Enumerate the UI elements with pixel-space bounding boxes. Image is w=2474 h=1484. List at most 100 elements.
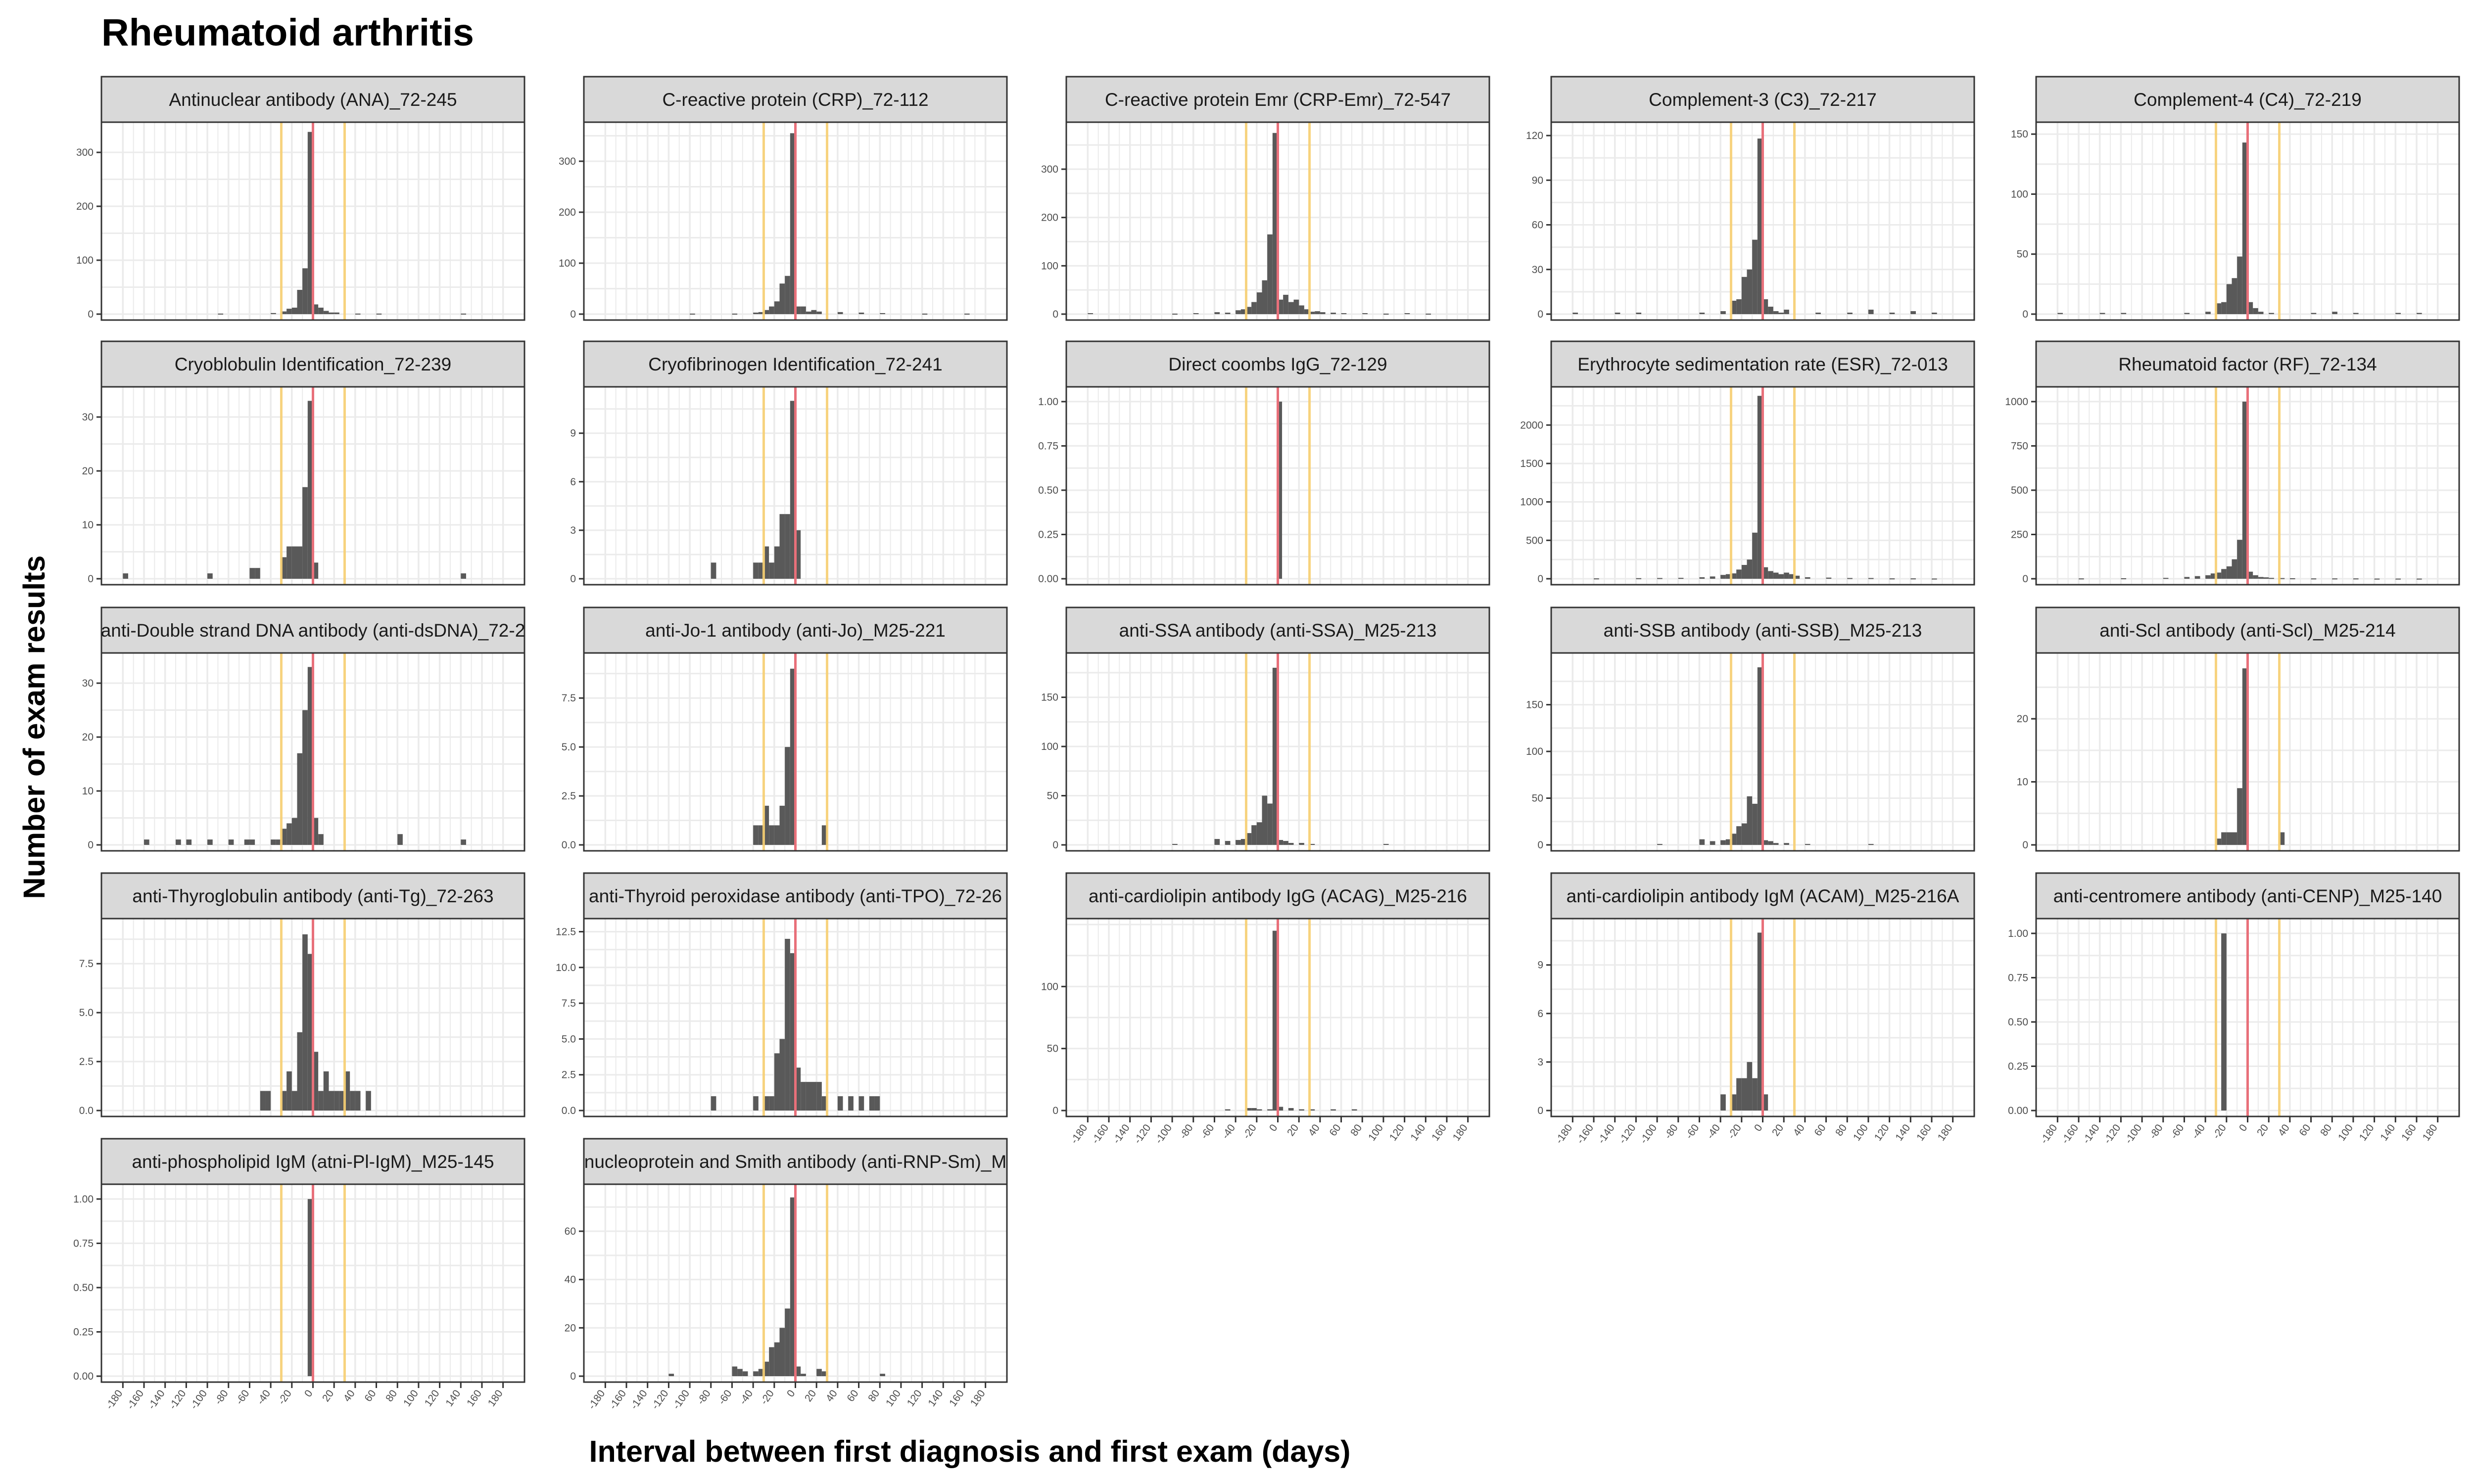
bar [1283, 294, 1288, 314]
x-tick-label: 40 [1306, 1122, 1322, 1138]
bar [790, 1197, 796, 1376]
y-tick-label: 6 [570, 476, 576, 488]
panel-border [2035, 386, 2460, 586]
y-tick-label: 12.5 [556, 926, 576, 937]
y-tick-label: 250 [2011, 529, 2028, 540]
facet-strip-label: Antinuclear antibody (ANA)_72-245 [169, 90, 457, 110]
x-tick-label: 40 [1791, 1122, 1807, 1138]
bar [1736, 1078, 1742, 1111]
bar [1256, 822, 1262, 845]
y-tick-label: 0 [1052, 1105, 1058, 1116]
x-tick-label: -20 [2211, 1122, 2229, 1141]
bar [318, 1091, 324, 1111]
bar [276, 839, 282, 845]
facet-panel: nucleoprotein and Smith antibody (anti-R… [565, 1138, 1008, 1412]
y-tick-label: 0.50 [1038, 485, 1058, 496]
y-tick-label: 100 [1041, 981, 1058, 992]
y-tick-label: 30 [82, 412, 94, 423]
bar [1910, 578, 1916, 580]
x-tick-label: 0 [1267, 1122, 1280, 1134]
bar [1736, 299, 1742, 314]
y-axis: 0 10 20 30 [82, 678, 101, 851]
bar [769, 825, 774, 845]
bar [1720, 1094, 1726, 1111]
bar [753, 1371, 759, 1376]
x-tick-label: 180 [486, 1388, 505, 1409]
bar [281, 829, 287, 845]
bar [218, 313, 224, 315]
x-tick-label: 140 [2378, 1122, 2397, 1143]
x-tick-label: -100 [670, 1388, 692, 1412]
bar [779, 1328, 785, 1376]
bar [286, 823, 292, 845]
facet-panel: Cryoblobulin Identification_72-239 0 10 20 3… [82, 340, 525, 586]
y-tick-label: 20 [82, 732, 94, 743]
y-axis: 0 30 60 90 120 [1526, 130, 1551, 320]
bar [2279, 832, 2285, 845]
bar [1256, 292, 1262, 314]
facet-strip-label: anti-phospholipid IgM (atni-Pl-IgM)_M25-… [132, 1152, 494, 1172]
bar [2416, 313, 2422, 314]
bar [1251, 1108, 1257, 1111]
grid [2036, 387, 2459, 585]
bar [1246, 307, 1252, 314]
bars [668, 1197, 885, 1376]
bar [1088, 313, 1094, 315]
y-tick-label: 60 [565, 1226, 576, 1237]
bar [2099, 313, 2105, 314]
y-tick-label: 750 [2011, 440, 2028, 452]
x-tick-label: -80 [1663, 1122, 1680, 1141]
facet-strip-label: Direct coombs IgG_72-129 [1168, 354, 1387, 374]
y-tick-label: 0 [570, 1371, 576, 1382]
facet-strip-label: anti-cardiolipin antibody IgM (ACAM)_M25… [1567, 886, 1959, 906]
y-axis: 0 50 100 [1041, 981, 1066, 1116]
y-tick-label: 20 [565, 1322, 576, 1334]
y-tick-label: 120 [1526, 130, 1543, 141]
bar [1278, 1107, 1284, 1111]
bar [774, 825, 780, 845]
bar [1299, 843, 1304, 845]
bar [848, 1096, 854, 1111]
bar [2221, 832, 2227, 845]
x-tick-label: -60 [234, 1388, 251, 1407]
y-tick-label: 150 [1526, 699, 1543, 711]
bar [355, 313, 361, 315]
x-tick-label: 160 [947, 1388, 966, 1409]
bar [461, 573, 466, 579]
x-tick-label: -140 [1111, 1122, 1132, 1146]
bar [1383, 314, 1389, 315]
bar [769, 306, 774, 314]
x-tick-label: 100 [1366, 1122, 1385, 1143]
facet-strip [1065, 76, 1490, 123]
bar [1747, 269, 1753, 314]
bar [1331, 313, 1336, 314]
bar [307, 1199, 313, 1376]
bar [297, 546, 303, 579]
facet-panel: anti-phospholipid IgM (atni-Pl-IgM)_M25-… [73, 1138, 525, 1411]
bar [1741, 565, 1747, 579]
bar [1636, 578, 1642, 579]
bar [785, 938, 790, 1111]
y-axis: 0 10 20 30 [82, 412, 101, 585]
facet-panel: anti-Thyroid peroxidase antibody (anti-T… [556, 872, 1008, 1117]
panel-border [583, 918, 1008, 1117]
bars [2221, 933, 2227, 1111]
bar [1267, 803, 1273, 845]
y-tick-label: 50 [1532, 793, 1543, 804]
bar [1278, 840, 1284, 845]
facet-strip-label: anti-SSA antibody (anti-SSA)_M25-213 [1119, 620, 1437, 641]
bar [397, 834, 403, 845]
bar [249, 568, 255, 579]
bar [2242, 668, 2248, 845]
bar [1594, 578, 1599, 580]
bar [1225, 1109, 1231, 1111]
x-tick-label: 160 [2399, 1122, 2419, 1143]
bars [260, 934, 371, 1111]
bar [790, 133, 796, 314]
y-tick-label: 200 [1041, 212, 1058, 224]
bar [2237, 788, 2242, 845]
facet-panel: anti-centromere antibody (anti-CENP)_M25… [2008, 872, 2460, 1146]
y-axis: 0.00 0.25 0.50 0.75 1.00 [73, 1194, 101, 1382]
facet-strip-label: nucleoprotein and Smith antibody (anti-R… [584, 1152, 1006, 1172]
y-tick-label: 0 [88, 839, 94, 851]
